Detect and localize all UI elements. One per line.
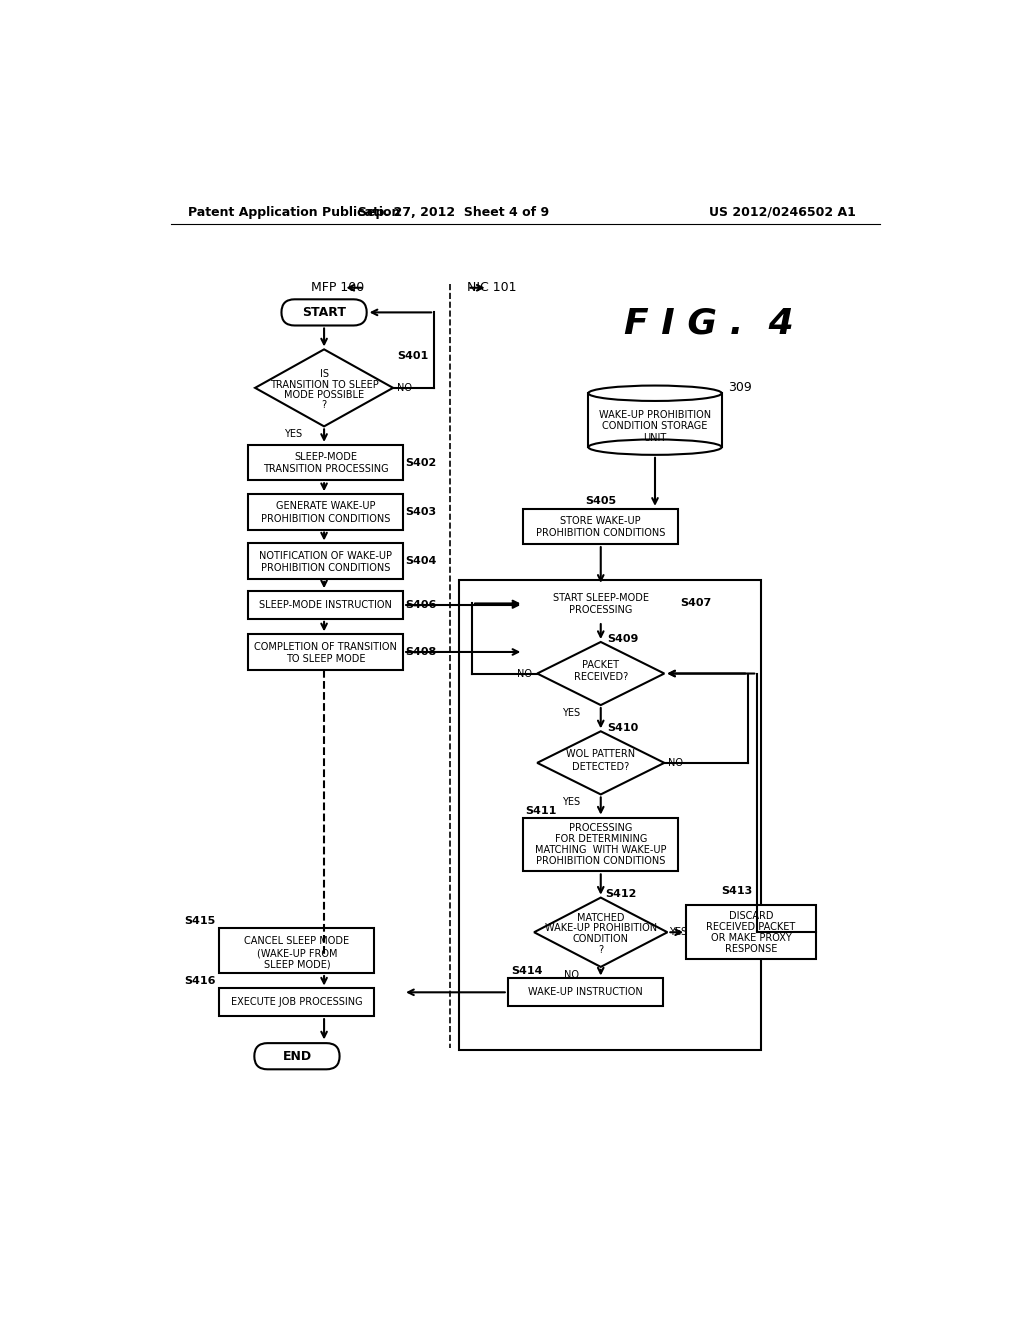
Text: S406: S406 [406, 601, 437, 610]
Bar [508, 978, 663, 1006]
Bar [523, 508, 678, 544]
Text: CONDITION: CONDITION [572, 935, 629, 944]
Bar [248, 544, 403, 579]
Text: YES: YES [284, 429, 302, 440]
Text: PROCESSING: PROCESSING [569, 824, 633, 833]
Text: S409: S409 [607, 634, 638, 644]
Text: UNIT: UNIT [643, 433, 667, 444]
Text: SLEEP MODE): SLEEP MODE) [263, 960, 331, 970]
Text: NO: NO [397, 383, 413, 393]
Text: EXECUTE JOB PROCESSING: EXECUTE JOB PROCESSING [231, 998, 362, 1007]
Text: NOTIFICATION OF WAKE-UP: NOTIFICATION OF WAKE-UP [259, 550, 392, 561]
Text: SLEEP-MODE: SLEEP-MODE [294, 453, 357, 462]
Text: DETECTED?: DETECTED? [572, 762, 630, 772]
Text: WAKE-UP PROHIBITION: WAKE-UP PROHIBITION [599, 409, 711, 420]
Ellipse shape [589, 440, 722, 455]
Text: IS: IS [319, 370, 329, 379]
Bar [686, 906, 816, 960]
Text: S414: S414 [511, 966, 543, 975]
Text: PROHIBITION CONDITIONS: PROHIBITION CONDITIONS [536, 857, 666, 866]
FancyBboxPatch shape [282, 300, 367, 326]
Bar [523, 817, 678, 871]
Text: WAKE-UP INSTRUCTION: WAKE-UP INSTRUCTION [528, 987, 643, 998]
Text: S402: S402 [406, 458, 436, 467]
Text: Patent Application Publication: Patent Application Publication [188, 206, 400, 219]
Text: SLEEP-MODE INSTRUCTION: SLEEP-MODE INSTRUCTION [259, 601, 392, 610]
Text: CANCEL SLEEP MODE: CANCEL SLEEP MODE [245, 936, 349, 946]
Text: US 2012/0246502 A1: US 2012/0246502 A1 [710, 206, 856, 219]
Polygon shape [255, 350, 393, 426]
Text: TO SLEEP MODE: TO SLEEP MODE [286, 653, 366, 664]
Text: NO: NO [564, 970, 579, 979]
Text: S408: S408 [406, 647, 436, 657]
Bar [459, 581, 761, 1051]
Text: START SLEEP-MODE: START SLEEP-MODE [553, 593, 649, 603]
Text: ?: ? [322, 400, 327, 409]
Text: 309: 309 [728, 380, 752, 393]
Text: STORE WAKE-UP: STORE WAKE-UP [560, 516, 641, 527]
Bar [248, 494, 403, 529]
Text: MATCHED: MATCHED [577, 912, 625, 923]
Bar [248, 591, 403, 619]
Text: FOR DETERMINING: FOR DETERMINING [555, 834, 647, 843]
Text: S404: S404 [406, 556, 437, 566]
FancyBboxPatch shape [254, 1043, 340, 1069]
Text: WAKE-UP PROHIBITION: WAKE-UP PROHIBITION [545, 924, 656, 933]
Polygon shape [535, 898, 668, 966]
Text: TRANSITION PROCESSING: TRANSITION PROCESSING [263, 465, 388, 474]
Text: RECEIVED?: RECEIVED? [573, 672, 628, 682]
Text: DISCARD: DISCARD [729, 911, 773, 921]
Bar [248, 635, 403, 669]
Text: TRANSITION TO SLEEP: TRANSITION TO SLEEP [269, 380, 379, 389]
Text: YES: YES [562, 797, 581, 807]
Text: PACKET: PACKET [583, 660, 620, 671]
Text: F I G .  4: F I G . 4 [624, 308, 794, 341]
Text: MODE POSSIBLE: MODE POSSIBLE [284, 389, 365, 400]
Text: NIC 101: NIC 101 [467, 281, 517, 294]
Bar [219, 928, 375, 973]
Text: NO: NO [668, 758, 683, 768]
Text: S411: S411 [524, 807, 556, 816]
Text: S410: S410 [607, 723, 638, 733]
Text: S407: S407 [681, 598, 712, 609]
Text: RECEIVED PACKET: RECEIVED PACKET [707, 921, 796, 932]
Text: YES: YES [670, 927, 687, 937]
Polygon shape [538, 731, 665, 795]
Text: END: END [283, 1049, 311, 1063]
Text: MFP 100: MFP 100 [311, 281, 365, 294]
Text: S403: S403 [406, 507, 436, 517]
Text: S416: S416 [184, 975, 216, 986]
Ellipse shape [589, 385, 722, 401]
Bar [589, 393, 722, 447]
Text: S412: S412 [605, 888, 637, 899]
Text: (WAKE-UP FROM: (WAKE-UP FROM [257, 948, 337, 958]
Text: S415: S415 [184, 916, 216, 925]
Text: OR MAKE PROXY: OR MAKE PROXY [711, 933, 792, 942]
Text: S401: S401 [397, 351, 428, 360]
Text: PROHIBITION CONDITIONS: PROHIBITION CONDITIONS [536, 528, 666, 539]
Text: CONDITION STORAGE: CONDITION STORAGE [602, 421, 708, 432]
Bar [523, 586, 678, 622]
Text: PROHIBITION CONDITIONS: PROHIBITION CONDITIONS [261, 513, 390, 524]
Text: GENERATE WAKE-UP: GENERATE WAKE-UP [275, 502, 376, 511]
Text: YES: YES [562, 708, 581, 718]
Text: PROCESSING: PROCESSING [569, 606, 633, 615]
Text: S413: S413 [722, 887, 753, 896]
Text: COMPLETION OF TRANSITION: COMPLETION OF TRANSITION [254, 642, 397, 652]
Polygon shape [538, 642, 665, 705]
Text: START: START [302, 306, 346, 319]
Text: WOL PATTERN: WOL PATTERN [566, 750, 635, 759]
Text: S405: S405 [586, 496, 616, 506]
Text: NO: NO [517, 668, 532, 678]
Text: Sep. 27, 2012  Sheet 4 of 9: Sep. 27, 2012 Sheet 4 of 9 [358, 206, 549, 219]
Bar [248, 445, 403, 480]
Text: RESPONSE: RESPONSE [725, 944, 777, 954]
Bar [219, 989, 375, 1016]
Text: PROHIBITION CONDITIONS: PROHIBITION CONDITIONS [261, 564, 390, 573]
Text: MATCHING  WITH WAKE-UP: MATCHING WITH WAKE-UP [535, 845, 667, 855]
Text: ?: ? [598, 945, 603, 954]
